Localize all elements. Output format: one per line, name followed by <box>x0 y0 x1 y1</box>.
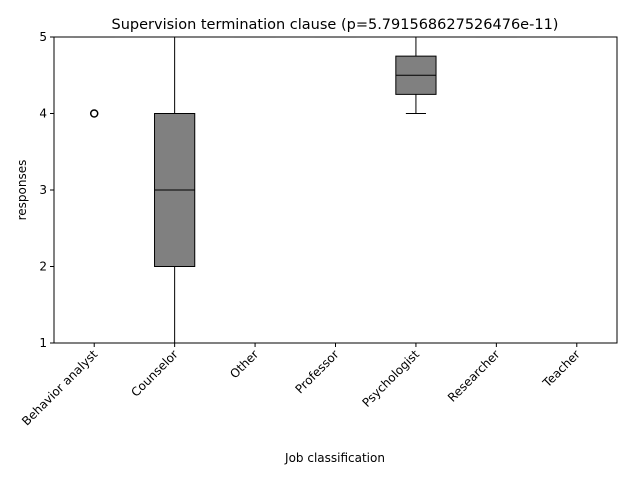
y-tick-label: 4 <box>39 107 47 121</box>
x-tick-label: Psychologist <box>359 347 422 410</box>
x-tick-label: Behavior analyst <box>19 347 100 428</box>
y-tick-label: 1 <box>39 336 47 350</box>
x-tick-label: Counselor <box>128 347 180 399</box>
y-tick-label: 3 <box>39 183 47 197</box>
x-tick-label: Researcher <box>445 347 503 405</box>
y-tick-label: 2 <box>39 260 47 274</box>
x-tick-label: Professor <box>293 347 342 396</box>
chart-title: Supervision termination clause (p=5.7915… <box>112 17 559 33</box>
x-axis-label: Job classification <box>284 451 385 465</box>
x-tick-label: Other <box>227 347 261 381</box>
y-axis-label: responses <box>15 160 29 221</box>
y-tick-label: 5 <box>39 30 47 44</box>
plot-area: 1 2 3 4 5 Behavior analyst Counselor Other Profe… <box>19 30 597 428</box>
outlier-point <box>91 110 98 117</box>
x-tick-label: Teacher <box>539 347 583 391</box>
plot-frame <box>54 37 617 343</box>
